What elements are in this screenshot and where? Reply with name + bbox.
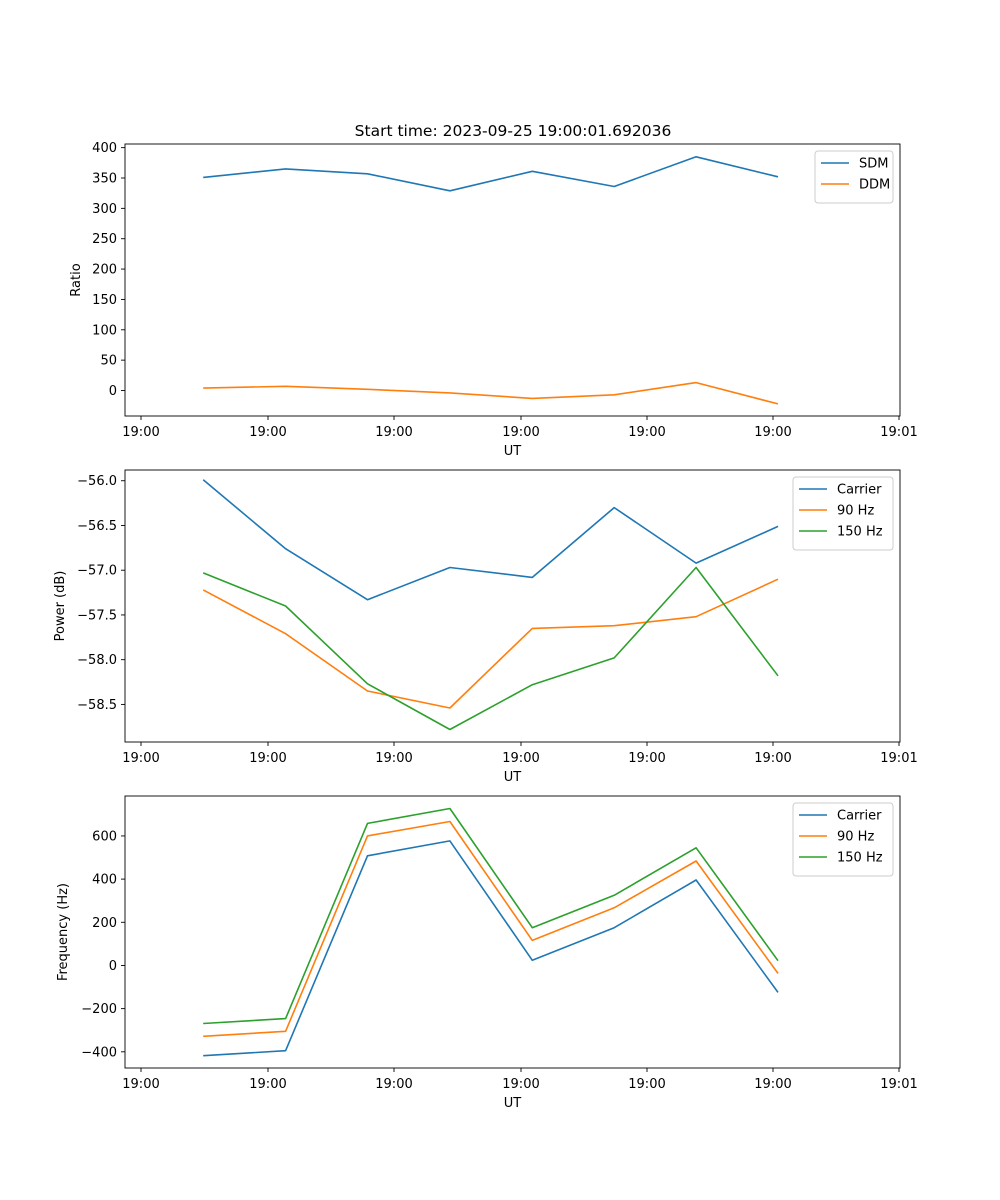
series-150-hz-line: [203, 807, 779, 1025]
series-ddm-line: [203, 381, 779, 405]
legend-entry: 150 Hz: [837, 525, 883, 540]
x-tick-label: 19:00: [122, 751, 159, 766]
y-tick-label: 0: [109, 384, 117, 399]
x-axis-label: UT: [504, 1096, 522, 1111]
legend: SDM DDM: [814, 150, 894, 204]
y-tick-label: 200: [92, 263, 117, 278]
legend-entry: SDM: [859, 157, 888, 172]
subplot-3: 19:00 19:00 19:00 19:00 19:00 19:00 19:01 −400 −…: [56, 795, 918, 1111]
subplots: 19:00 19:00 19:00 19:00 19:00 19:00 19:01 0 50 10…: [53, 141, 918, 1111]
y-tick-label: −56.0: [77, 474, 117, 489]
y-tick-label: 200: [92, 916, 117, 931]
x-tick-label: 19:01: [880, 425, 917, 440]
x-tick-label: 19:00: [249, 425, 286, 440]
y-tick-label: −57.5: [77, 608, 117, 623]
axes-frame: [124, 795, 901, 1069]
y-tick-label: 350: [92, 172, 117, 187]
x-tick-label: 19:00: [628, 751, 665, 766]
y-tick-label: 400: [92, 141, 117, 156]
x-tick-label: 19:00: [754, 425, 791, 440]
x-tick-label: 19:01: [880, 1077, 917, 1092]
series-sdm-line: [203, 156, 779, 192]
x-tick-label: 19:00: [375, 751, 412, 766]
x-axis-label: UT: [504, 770, 522, 785]
y-tick-label: −400: [81, 1045, 117, 1060]
axes-frame: [124, 469, 901, 743]
x-tick-label: 19:00: [628, 425, 665, 440]
y-tick-label: −200: [81, 1002, 117, 1017]
legend-entry: DDM: [859, 178, 890, 193]
series-carrier-line: [202, 479, 779, 601]
axes-frame: [124, 143, 901, 417]
x-tick-label: 19:00: [502, 1077, 539, 1092]
y-axis-label: Frequency (Hz): [56, 883, 71, 981]
y-tick-label: −56.5: [77, 519, 117, 534]
x-tick-label: 19:00: [122, 1077, 159, 1092]
y-tick-label: 0: [109, 959, 117, 974]
legend-entry: 90 Hz: [837, 504, 874, 519]
series-carrier-line: [203, 840, 779, 1057]
x-tick-label: 19:00: [249, 1077, 286, 1092]
legend-entry: Carrier: [837, 483, 882, 498]
y-tick-label: 600: [92, 829, 117, 844]
x-tick-label: 19:00: [375, 1077, 412, 1092]
legend: Carrier 90 Hz 150 Hz: [792, 476, 894, 551]
y-tick-label: 50: [100, 354, 117, 369]
y-tick-label: −58.0: [77, 653, 117, 668]
series-90-hz-line: [202, 578, 779, 709]
legend-box: [814, 150, 894, 204]
x-tick-label: 19:00: [375, 425, 412, 440]
x-tick-label: 19:00: [628, 1077, 665, 1092]
x-tick-label: 19:00: [502, 425, 539, 440]
subplot-1: 19:00 19:00 19:00 19:00 19:00 19:00 19:01 0 50 10…: [69, 141, 918, 459]
x-axis-label: UT: [504, 444, 522, 459]
y-tick-label: −57.0: [77, 564, 117, 579]
y-tick-label: −58.5: [77, 698, 117, 713]
subplot-2: 19:00 19:00 19:00 19:00 19:00 19:00 19:01 −58.5…: [53, 469, 918, 785]
x-tick-label: 19:01: [880, 751, 917, 766]
legend: Carrier 90 Hz 150 Hz: [792, 802, 894, 877]
legend-entry: 150 Hz: [837, 851, 883, 866]
legend-entry: 90 Hz: [837, 830, 874, 845]
y-tick-label: 250: [92, 232, 117, 247]
x-tick-label: 19:00: [502, 751, 539, 766]
y-tick-label: 400: [92, 873, 117, 888]
legend-entry: Carrier: [837, 809, 882, 824]
x-tick-label: 19:00: [249, 751, 286, 766]
y-axis-label: Ratio: [69, 263, 84, 296]
series-90-hz-line: [203, 820, 779, 1038]
x-tick-label: 19:00: [122, 425, 159, 440]
x-tick-label: 19:00: [754, 751, 791, 766]
y-axis-label: Power (dB): [53, 571, 68, 642]
chart-title: Start time: 2023-09-25 19:00:01.692036: [355, 122, 672, 140]
x-tick-label: 19:00: [754, 1077, 791, 1092]
y-tick-label: 150: [92, 293, 117, 308]
y-tick-label: 100: [92, 323, 117, 338]
y-tick-label: 300: [92, 202, 117, 217]
series-150-hz-line: [202, 566, 779, 731]
